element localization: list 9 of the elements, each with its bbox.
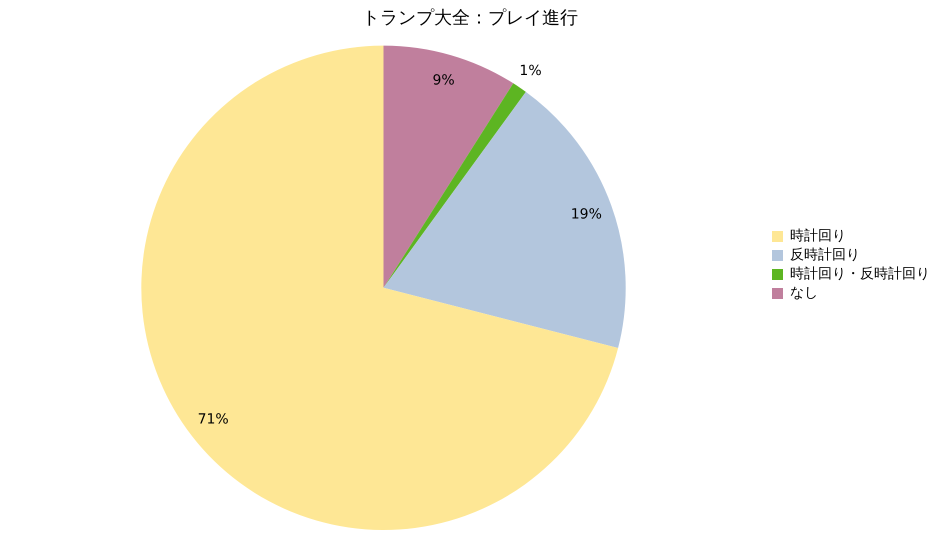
legend-label: 時計回り [790, 228, 846, 244]
data-label: 19% [570, 206, 602, 222]
legend-label: なし [790, 285, 818, 302]
data-label: 9% [432, 72, 455, 88]
legend-label: 反時計回り [790, 247, 860, 264]
data-label: 71% [198, 412, 229, 428]
chart-title: トランプ大全：プレイ進行 [362, 7, 578, 28]
legend-label: 時計回り・反時計回り [790, 266, 930, 282]
data-label: 1% [519, 63, 542, 80]
